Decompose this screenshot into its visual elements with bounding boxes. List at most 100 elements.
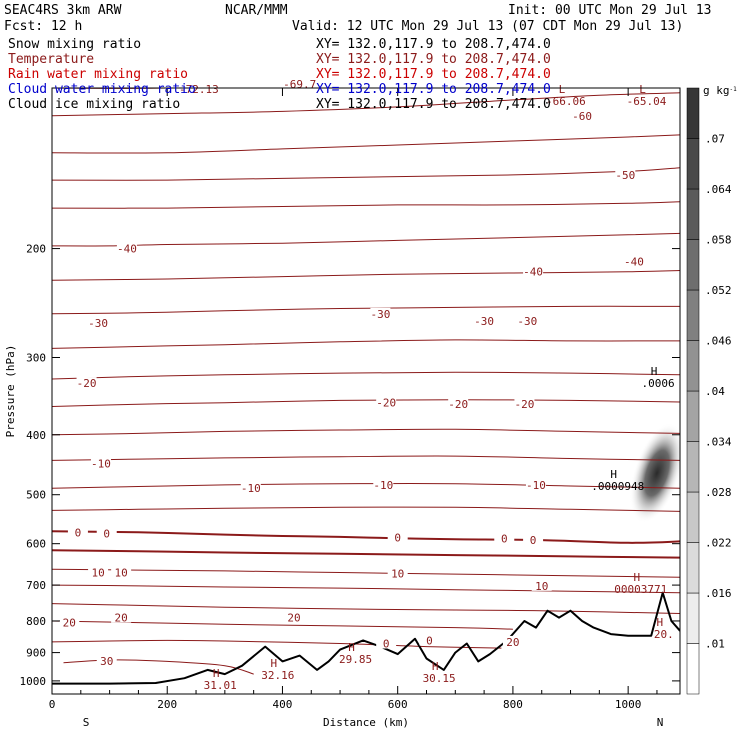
annotation-value-9: 20. — [654, 628, 674, 641]
x-tick-label-1: 200 — [157, 698, 177, 711]
colorbar-bin-1 — [686, 592, 700, 644]
model-title: SEAC4RS 3km ARW — [4, 3, 122, 18]
y-tick-label-8: 1000 — [20, 675, 47, 688]
contour-label-bg-10 — [376, 396, 397, 408]
colorbar-bin-6 — [686, 340, 700, 392]
contour-label-16: -10 — [526, 479, 546, 492]
x-tick-label-3: 600 — [388, 698, 408, 711]
contour-label-bg-7 — [474, 315, 495, 327]
annotation-7: H — [432, 660, 439, 673]
legend-xy-2: XY= 132.0,117.9 to 208.7,474.0 — [316, 67, 551, 82]
contour-label-8: -30 — [517, 315, 537, 328]
contour-label-bg-9 — [76, 377, 97, 389]
init-time: Init: 00 UTC Mon 29 Jul 13 — [508, 3, 712, 18]
isotherm-21 — [52, 639, 502, 649]
y-tick-label-5: 700 — [26, 579, 46, 592]
annotation-value-5: 29.85 — [339, 653, 372, 666]
x-axis-title: Distance (km) — [323, 716, 409, 729]
annotation-value-4: 00003771 — [614, 583, 667, 596]
colorbar-bin-5 — [686, 390, 700, 442]
x-tick-label-0: 0 — [49, 698, 56, 711]
y-tick-label-0: 200 — [26, 243, 46, 256]
contour-label-bg-19 — [387, 531, 408, 543]
legend-name-0: Snow mixing ratio — [8, 37, 141, 52]
contour-label-bg-2 — [623, 255, 644, 267]
contour-label-3: -40 — [117, 243, 137, 256]
org-title: NCAR/MMM — [225, 3, 288, 18]
colorbar-label-9: .064 — [705, 183, 732, 196]
contour-label-bg-6 — [370, 307, 391, 319]
contour-label-1: -50 — [615, 169, 635, 182]
colorbar-bin-10 — [686, 138, 700, 190]
contour-label-bg-5 — [88, 317, 109, 329]
contour-label-31: 0 — [383, 637, 390, 650]
annotation-4: H — [633, 571, 640, 584]
cloud-ice-maximum — [629, 423, 680, 524]
contour-label-30: 30 — [100, 655, 113, 668]
contour-label-bg-17 — [67, 526, 88, 538]
contour-label-bg-22 — [88, 566, 109, 578]
annotation-5: H — [348, 641, 355, 654]
contour-label-18: 0 — [103, 528, 110, 541]
y-tick-label-3: 500 — [26, 489, 46, 502]
contour-label-5: -30 — [88, 317, 108, 330]
colorbar-bin-9 — [686, 188, 700, 240]
contour-label-bg-30 — [96, 654, 117, 666]
contour-label-bg-11 — [448, 398, 469, 410]
isotherm-9 — [52, 371, 680, 380]
contour-label-bg-32 — [419, 634, 440, 646]
y-tick-label-1: 300 — [26, 351, 46, 364]
contour-label-15: -10 — [373, 479, 393, 492]
temperature-isotherms — [52, 88, 680, 675]
contour-label-bg-12 — [514, 398, 535, 410]
legend-name-2: Rain water mixing ratio — [8, 67, 188, 82]
contour-label-0: -60 — [572, 110, 592, 123]
annotation-11: -72.13 — [179, 83, 219, 96]
x-axis-ticks: 0 200 400 600 800 1000 — [49, 88, 658, 711]
colorbar-label-1: .016 — [705, 587, 732, 600]
contour-label-29: 20 — [506, 636, 519, 649]
legend-name-4: Cloud ice mixing ratio — [8, 97, 180, 112]
contour-label-20: 0 — [501, 532, 508, 545]
contour-label-bg-23 — [111, 566, 132, 578]
colorbar: g kg-1 .01 .016 .022 .028 .034 .04 .046 .052 .05… — [686, 84, 737, 695]
contour-label-bg-28 — [283, 611, 304, 623]
legend-xy-3: XY= 132.0,117.9 to 208.7,474.0 — [316, 82, 551, 97]
contour-label-bg-24 — [387, 567, 408, 579]
isotherm-16 — [52, 549, 680, 559]
colorbar-label-8: .058 — [705, 234, 732, 247]
colorbar-bin-7 — [686, 289, 700, 341]
y-tick-label-7: 900 — [26, 647, 46, 660]
colorbar-unit: g kg-1 — [703, 84, 737, 97]
legend-xy-0: XY= 132.0,117.9 to 208.7,474.0 — [316, 37, 551, 52]
annotation-10: -69.7 — [283, 78, 316, 91]
annotation-value-1: -65.04 — [627, 95, 667, 108]
x-tick-label-4: 800 — [503, 698, 523, 711]
annotation-0: L — [559, 83, 566, 96]
isotherm-4 — [52, 201, 680, 209]
plot-area: -60 -50 -40 -40 -40 -30 -30 -30 -30 -20 -20 -20 -20 -… — [20, 78, 681, 711]
contour-label-4: -40 — [523, 266, 543, 279]
isotherm-15 — [52, 530, 680, 544]
y-tick-label-6: 800 — [26, 615, 46, 628]
colorbar-label-2: .022 — [705, 537, 732, 550]
annotation-2: H — [651, 365, 658, 378]
legend-xy-1: XY= 132.0,117.9 to 208.7,474.0 — [316, 52, 551, 67]
isotherm-17 — [52, 568, 680, 578]
colorbar-label-10: .07 — [705, 133, 725, 146]
contour-label-bg-31 — [376, 637, 397, 649]
annotation-value-2: .0006 — [642, 377, 675, 390]
annotation-value-3: .0000948 — [591, 480, 644, 493]
contour-label-10: -20 — [376, 397, 396, 410]
isotherm-8 — [52, 339, 680, 349]
isotherm-19 — [52, 603, 680, 614]
contour-label-2: -40 — [624, 256, 644, 269]
colorbar-label-0: .01 — [705, 638, 725, 651]
contour-label-17: 0 — [75, 526, 82, 539]
colorbar-label-6: .046 — [705, 335, 732, 348]
legend-name-3: Cloud water mixing ratio — [8, 82, 196, 97]
annotation-1: L — [639, 83, 646, 96]
isotherm-2 — [52, 134, 680, 154]
contour-label-11: -20 — [448, 398, 468, 411]
contour-label-21: 0 — [530, 534, 537, 547]
